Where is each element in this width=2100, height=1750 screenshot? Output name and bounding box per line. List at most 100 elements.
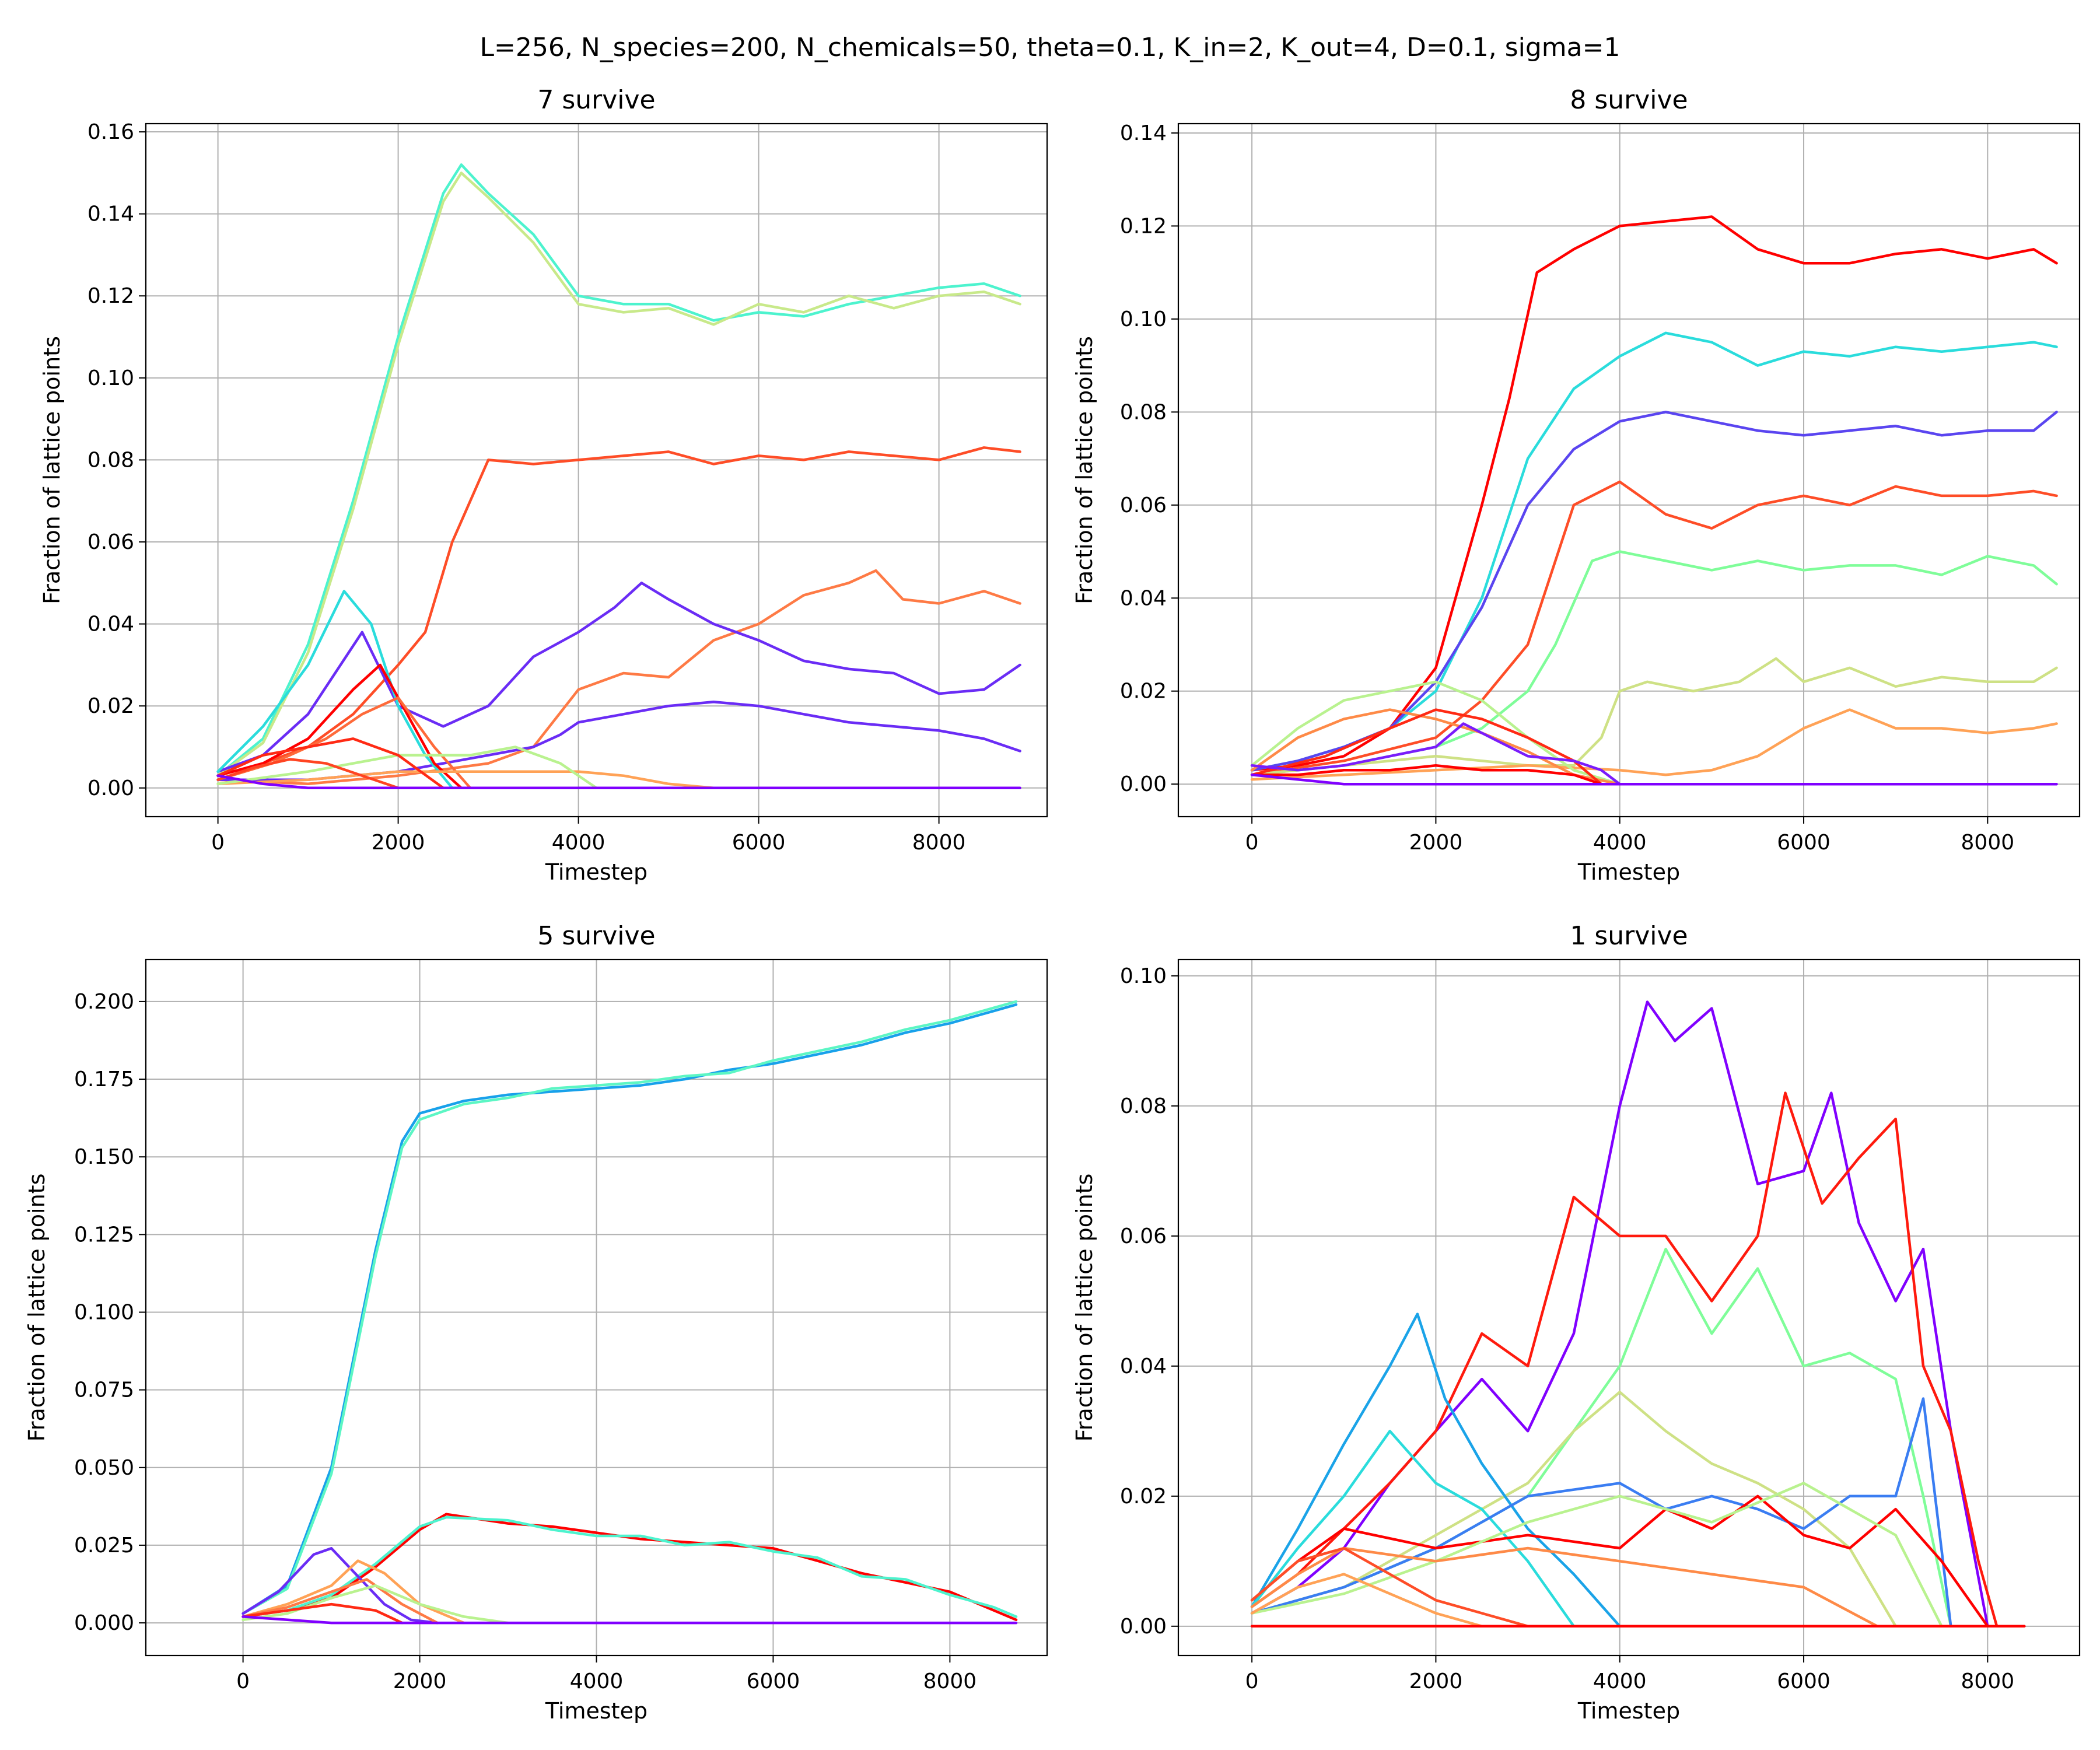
x-tick-label: 4000 (552, 831, 606, 855)
series-group (1250, 215, 2058, 786)
subplot-title: 8 survive (1570, 85, 1688, 115)
series-line (216, 758, 400, 790)
series-line (1250, 1546, 1530, 1628)
y-tick-label: 0.100 (74, 1300, 134, 1324)
y-tick-label: 0.02 (88, 694, 134, 718)
series-group (242, 1000, 1018, 1625)
series-line (242, 1602, 404, 1625)
y-tick-label: 0.025 (74, 1534, 134, 1558)
y-tick-label: 0.10 (1120, 964, 1167, 988)
series-line (1250, 215, 2058, 772)
y-tick-label: 0.04 (1120, 586, 1167, 610)
y-tick-label: 0.125 (74, 1223, 134, 1247)
y-tick-label: 0.00 (88, 776, 134, 800)
series-line (1250, 480, 2058, 776)
y-tick-label: 0.050 (74, 1456, 134, 1480)
x-tick-label: 4000 (1593, 1670, 1647, 1693)
series-line (242, 1578, 439, 1625)
y-tick-label: 0.04 (1120, 1354, 1167, 1378)
y-tick-label: 0.06 (1120, 1224, 1167, 1248)
y-tick-label: 0.08 (88, 448, 134, 472)
series-line (216, 163, 1021, 777)
subplot-top-right: 0 2000 4000 6000 8000 0.00 0.02 0.04 0.06 0.08 0.1… (1072, 85, 2081, 885)
series-line (1250, 708, 1603, 786)
x-tick-label: 2000 (393, 1670, 447, 1693)
series-line (242, 1584, 510, 1625)
x-tick-label: 8000 (1961, 1670, 2015, 1693)
y-axis-label: Fraction of lattice points (1072, 336, 1097, 604)
y-tick-label: 0.06 (88, 530, 134, 554)
x-tick-label: 6000 (1777, 1670, 1831, 1693)
y-tick-label: 0.10 (88, 366, 134, 390)
series-line (1250, 331, 2058, 772)
x-tick-label: 6000 (1777, 831, 1831, 855)
series-line (216, 700, 1021, 781)
series-group (1250, 1000, 2026, 1628)
series-line (242, 1513, 1018, 1622)
x-tick-label: 4000 (570, 1670, 624, 1693)
y-tick-label: 0.000 (74, 1611, 134, 1635)
y-axis-label: Fraction of lattice points (39, 336, 65, 604)
y-axis-label: Fraction of lattice points (1072, 1174, 1097, 1442)
series-line (216, 737, 445, 790)
subplot-title: 5 survive (537, 921, 655, 951)
y-tick-label: 0.08 (1120, 1094, 1167, 1118)
y-axis-label: Fraction of lattice points (24, 1174, 50, 1442)
series-line (1250, 764, 1603, 786)
series-line (1250, 1247, 1952, 1628)
y-tick-label: 0.04 (88, 612, 134, 636)
y-tick-label: 0.02 (1120, 680, 1167, 704)
x-tick-label: 8000 (923, 1670, 977, 1693)
x-tick-label: 4000 (1593, 831, 1647, 855)
series-line (1250, 1573, 1483, 1628)
subplot-title: 7 survive (537, 85, 655, 115)
series-line (216, 172, 1021, 777)
series-line (216, 446, 1021, 777)
series-line (216, 569, 1021, 786)
series-line (216, 774, 1021, 790)
y-tick-label: 0.16 (88, 120, 134, 144)
series-line (1250, 708, 1621, 786)
y-tick-label: 0.14 (88, 202, 134, 226)
x-tick-label: 2000 (1409, 1670, 1463, 1693)
x-tick-label: 2000 (372, 831, 425, 855)
series-line (1250, 1091, 1999, 1628)
y-tick-label: 0.14 (1120, 121, 1167, 145)
x-axis-label: Timestep (1577, 1698, 1680, 1724)
series-line (1250, 773, 2058, 786)
y-tick-label: 0.12 (1120, 214, 1167, 238)
series-line (1250, 1397, 1952, 1628)
y-tick-label: 0.200 (74, 990, 134, 1014)
y-tick-label: 0.150 (74, 1145, 134, 1169)
series-line (1250, 411, 2058, 772)
x-tick-label: 2000 (1409, 831, 1463, 855)
x-tick-label: 8000 (1961, 831, 2015, 855)
series-line (216, 590, 454, 790)
x-axis-label: Timestep (545, 1698, 648, 1724)
series-line (1250, 1494, 1989, 1628)
series-line (1250, 1430, 1576, 1628)
series-line (1250, 1546, 1879, 1628)
series-line (1250, 1482, 1943, 1628)
y-tick-label: 0.075 (74, 1378, 134, 1402)
figure-suptitle: L=256, N_species=200, N_chemicals=50, th… (480, 33, 1620, 62)
series-line (216, 746, 598, 790)
x-tick-label: 0 (1245, 831, 1259, 855)
series-group (216, 163, 1021, 790)
plot-frame (145, 123, 1048, 818)
series-line (216, 696, 472, 790)
series-line (242, 1615, 1018, 1625)
series-line (1250, 722, 1621, 786)
x-tick-label: 6000 (747, 1670, 800, 1693)
x-tick-label: 0 (211, 831, 225, 855)
subplot-title: 1 survive (1570, 921, 1688, 951)
y-tick-label: 0.02 (1120, 1485, 1167, 1508)
x-tick-label: 8000 (912, 831, 966, 855)
x-tick-label: 0 (236, 1670, 250, 1693)
x-axis-label: Timestep (545, 859, 648, 885)
subplot-top-left: 0 2000 4000 6000 8000 0.00 0.02 0.04 0.06 0.08 0.1… (39, 85, 1048, 885)
y-tick-label: 0.12 (88, 284, 134, 308)
plot-frame (1177, 123, 2081, 818)
series-line (242, 1516, 1018, 1618)
